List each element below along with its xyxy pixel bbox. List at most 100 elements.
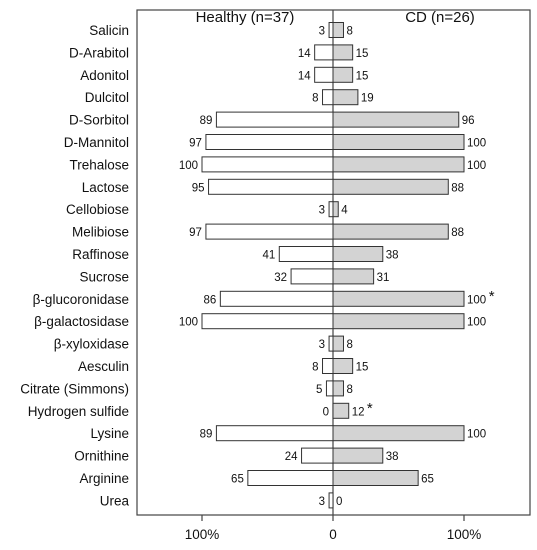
healthy-bar-arginine xyxy=(247,470,334,486)
healthy-bar-ornithine xyxy=(301,447,334,464)
healthy-bar-sucrose xyxy=(290,268,334,285)
cd-bar-adonitol xyxy=(332,66,354,83)
cd-bar-d-mannitol xyxy=(332,134,465,150)
cd-bar-beta-galactosidase xyxy=(332,313,465,330)
category-label-raffinose: Raffinose xyxy=(72,247,129,262)
cd-value-label-dulcitol: 19 xyxy=(361,93,374,105)
cd-value-label-melibiose: 88 xyxy=(451,227,464,239)
healthy-value-label-d-arabitol: 14 xyxy=(298,48,311,60)
category-label-trehalose: Trehalose xyxy=(69,157,129,172)
healthy-value-label-cellobiose: 3 xyxy=(319,205,325,217)
category-label-urea: Urea xyxy=(100,493,130,508)
healthy-value-label-ornithine: 24 xyxy=(285,451,298,463)
category-label-hydrogen-sulfide: Hydrogen sulfide xyxy=(28,404,129,419)
healthy-bar-dulcitol xyxy=(322,89,334,106)
healthy-bar-adonitol xyxy=(314,66,334,83)
cd-bar-lysine xyxy=(332,425,465,442)
category-label-lysine: Lysine xyxy=(90,426,129,441)
cd-value-label-adonitol: 15 xyxy=(356,70,369,82)
healthy-value-label-d-mannitol: 97 xyxy=(189,138,202,150)
cd-bar-beta-glucoronidase xyxy=(332,290,465,307)
healthy-bar-beta-glucoronidase xyxy=(219,290,334,307)
cd-bar-d-arabitol xyxy=(332,44,354,61)
cd-bar-cellobiose xyxy=(332,201,339,218)
cd-value-label-d-sorbitol: 96 xyxy=(462,115,475,127)
category-label-beta-glucoronidase: β-glucoronidase xyxy=(33,292,129,307)
healthy-value-label-salicin: 3 xyxy=(319,26,325,38)
cd-bar-aesculin xyxy=(332,358,354,374)
healthy-value-label-urea: 3 xyxy=(319,496,325,508)
cd-group-label: CD (n=26) xyxy=(405,9,475,26)
significance-star-hydrogen-sulfide: * xyxy=(367,400,373,417)
healthy-bar-salicin xyxy=(328,22,334,38)
healthy-value-label-beta-galactosidase: 100 xyxy=(179,317,198,329)
category-label-adonitol: Adonitol xyxy=(80,68,129,83)
healthy-value-label-aesculin: 8 xyxy=(312,362,318,374)
x-tick-label: 0 xyxy=(329,527,337,542)
cd-value-label-ornithine: 38 xyxy=(386,451,399,463)
healthy-value-label-sucrose: 32 xyxy=(274,272,287,284)
category-label-melibiose: Melibiose xyxy=(72,225,129,240)
category-label-lactose: Lactose xyxy=(82,180,129,195)
cd-bar-hydrogen-sulfide xyxy=(332,402,350,419)
cd-value-label-d-mannitol: 100 xyxy=(467,138,486,150)
healthy-bar-d-mannitol xyxy=(205,134,334,150)
cd-value-label-sucrose: 31 xyxy=(377,272,390,284)
cd-bar-salicin xyxy=(332,22,344,38)
x-tick-label: 100% xyxy=(185,527,220,542)
healthy-value-label-citrate-simmons: 5 xyxy=(316,384,322,396)
healthy-value-label-adonitol: 14 xyxy=(298,70,311,82)
healthy-value-label-beta-xyloxidase: 3 xyxy=(319,339,325,351)
healthy-value-label-lactose: 95 xyxy=(192,182,205,194)
healthy-bar-lysine xyxy=(215,425,334,442)
cd-value-label-beta-glucoronidase: 100 xyxy=(467,294,486,306)
category-label-d-mannitol: D-Mannitol xyxy=(64,135,129,150)
healthy-value-label-beta-glucoronidase: 86 xyxy=(204,294,217,306)
healthy-group-label: Healthy (n=37) xyxy=(196,9,295,26)
category-label-d-arabitol: D-Arabitol xyxy=(69,45,129,60)
cd-bar-ornithine xyxy=(332,447,384,464)
cd-value-label-lysine: 100 xyxy=(467,429,486,441)
healthy-value-label-arginine: 65 xyxy=(231,474,244,486)
cd-value-label-hydrogen-sulfide: 12 xyxy=(352,406,365,418)
cd-value-label-aesculin: 15 xyxy=(356,362,369,374)
healthy-bar-aesculin xyxy=(322,358,334,374)
cd-bar-trehalose xyxy=(332,156,465,173)
healthy-value-label-dulcitol: 8 xyxy=(312,93,318,105)
category-label-arginine: Arginine xyxy=(79,471,129,486)
healthy-bar-citrate-simmons xyxy=(325,380,334,397)
category-label-cellobiose: Cellobiose xyxy=(66,202,129,217)
healthy-bar-urea xyxy=(328,492,334,509)
cd-value-label-arginine: 65 xyxy=(421,474,434,486)
cd-bar-dulcitol xyxy=(332,89,359,106)
cd-value-label-cellobiose: 4 xyxy=(341,205,348,217)
healthy-value-label-hydrogen-sulfide: 0 xyxy=(323,406,329,418)
category-label-citrate-simmons: Citrate (Simmons) xyxy=(20,381,129,396)
healthy-bar-raffinose xyxy=(278,246,334,262)
cd-bar-lactose xyxy=(332,178,449,195)
cd-value-label-raffinose: 38 xyxy=(386,250,399,262)
healthy-bar-cellobiose xyxy=(328,201,334,218)
category-label-ornithine: Ornithine xyxy=(74,449,129,464)
cd-bar-citrate-simmons xyxy=(332,380,344,397)
cd-value-label-beta-xyloxidase: 8 xyxy=(346,339,352,351)
cd-bar-arginine xyxy=(332,470,419,486)
category-label-sucrose: Sucrose xyxy=(79,269,129,284)
x-tick-label: 100% xyxy=(447,527,482,542)
category-label-salicin: Salicin xyxy=(89,23,129,38)
cd-value-label-urea: 0 xyxy=(336,496,342,508)
healthy-value-label-lysine: 89 xyxy=(200,429,213,441)
healthy-value-label-d-sorbitol: 89 xyxy=(200,115,213,127)
cd-value-label-beta-galactosidase: 100 xyxy=(467,317,486,329)
cd-value-label-salicin: 8 xyxy=(346,26,352,38)
healthy-bar-trehalose xyxy=(201,156,334,173)
healthy-value-label-trehalose: 100 xyxy=(179,160,198,172)
healthy-bar-d-sorbitol xyxy=(215,111,334,128)
healthy-bar-melibiose xyxy=(205,223,334,240)
cd-bar-melibiose xyxy=(332,223,449,240)
healthy-bar-beta-galactosidase xyxy=(201,313,334,330)
significance-star-beta-glucoronidase: * xyxy=(489,288,495,305)
cd-value-label-lactose: 88 xyxy=(451,182,464,194)
cd-bar-raffinose xyxy=(332,246,384,262)
